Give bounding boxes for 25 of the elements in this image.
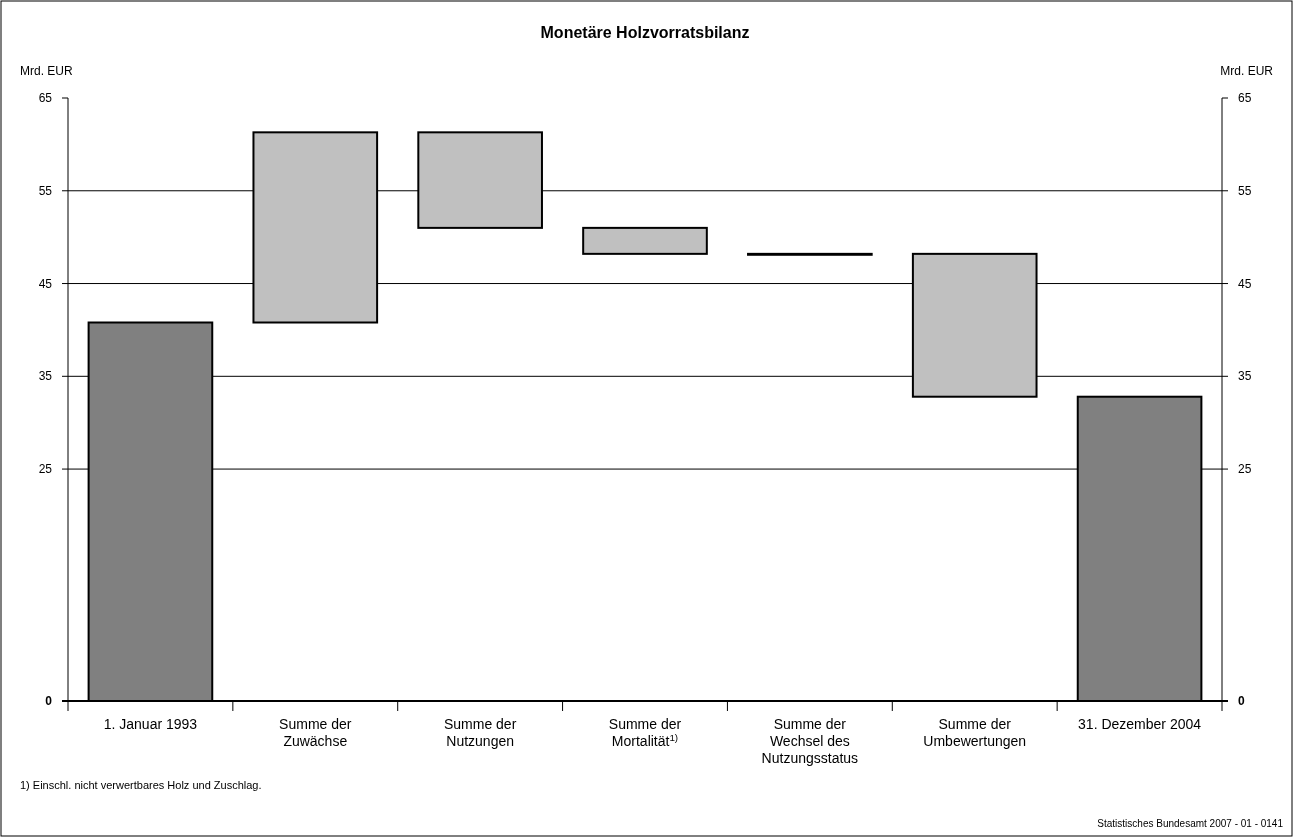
y-tick-label: 65 (38, 91, 53, 105)
x-tick-label: Summe der Nutzungen (443, 716, 517, 749)
y-tick-label: 55 (38, 183, 53, 198)
text: Statistisches Bundesamt 2007 - 01 - 0141 (1097, 818, 1284, 829)
y-axis-title: Mrd. EUR (20, 64, 73, 78)
x-tick-label: 1. Januar 1993 (103, 716, 198, 732)
y2-tick-label: 0 (1238, 694, 1245, 708)
chart-title: Monetäre Holzvorratsbilanz (540, 24, 750, 41)
y-tick-label: 35 (38, 369, 53, 384)
y-tick-label: 25 (38, 462, 53, 477)
x-tick-label: Summe der Zuwächse (279, 716, 352, 749)
x-tick-label: Summe der Wechsel des Nutzungsstatus (761, 716, 859, 766)
text: 1) Einschl. nicht verwertbares Holz und Zuschlag. (20, 779, 262, 791)
y2-axis-title: Mrd. EUR (1220, 64, 1274, 78)
x-tick-label: 31. Dezember 2004 (1078, 716, 1202, 732)
bar (582, 226, 708, 255)
y2-tick-label: 65 (1238, 91, 1252, 105)
y2-tick-label: 55 (1238, 183, 1252, 198)
y2-tick-label: 35 (1238, 369, 1252, 384)
y-tick-label: 45 (38, 276, 53, 291)
y2-tick-label: 25 (1238, 462, 1252, 477)
x-tick-label: Summe der Umbewertungen (923, 716, 1027, 749)
y2-tick-label: 45 (1238, 276, 1252, 291)
y-tick-label: 0 (45, 694, 53, 708)
x-tick-label: Summe der Mortalität$^{1)}$ (608, 716, 682, 749)
